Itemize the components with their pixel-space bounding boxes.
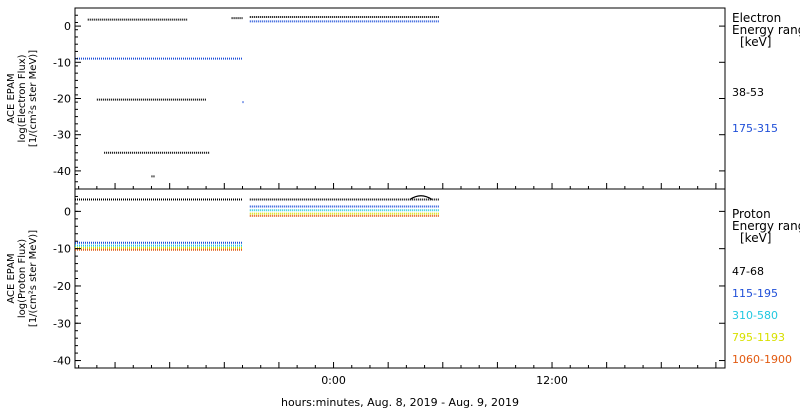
y-tick-label: -40	[53, 165, 71, 178]
y-axis-label: [1/(cm²s ster MeV)]	[28, 230, 39, 327]
y-tick-label: -20	[53, 93, 71, 106]
x-tick-label: 12:00	[536, 374, 568, 387]
y-tick-label: -30	[53, 317, 71, 330]
y-axis-label: ACE EPAM	[6, 73, 17, 123]
y-tick-label: 0	[64, 20, 71, 33]
legend-item-47-68: 47-68	[732, 265, 764, 278]
legend-item-38-53: 38-53	[732, 86, 764, 99]
y-tick-label: -10	[53, 56, 71, 69]
y-axis-label: log(Electron Flux)	[17, 54, 28, 142]
y-tick-label: -40	[53, 355, 71, 368]
panel-frames	[74, 7, 726, 369]
legend-item-795-1193: 795-1193	[732, 331, 785, 344]
legend-title: Energy range	[732, 23, 800, 37]
y-tick-label: -20	[53, 280, 71, 293]
y-tick-label: -30	[53, 129, 71, 142]
legend-title: Proton	[732, 207, 771, 221]
data-marks	[75, 16, 440, 251]
y-tick-label: -10	[53, 243, 71, 256]
legend-title: [keV]	[740, 231, 771, 245]
legend-item-175-315: 175-315	[732, 122, 778, 135]
y-tick-label: 0	[64, 205, 71, 218]
legend-title: Energy range	[732, 219, 800, 233]
y-axis-label: log(Proton Flux)	[17, 239, 28, 318]
panel-frame-electron	[74, 7, 726, 190]
legend-item-1060-1900: 1060-1900	[732, 353, 792, 366]
series-mark-47-68-spike	[409, 195, 433, 200]
x-tick-label: 0:00	[321, 374, 346, 387]
y-axis-label: ACE EPAM	[6, 253, 17, 303]
legend-title: Electron	[732, 11, 781, 25]
legend-item-115-195: 115-195	[732, 287, 778, 300]
legend-title: [keV]	[740, 35, 771, 49]
legend-item-310-580: 310-580	[732, 309, 778, 322]
x-axis-label: hours:minutes, Aug. 8, 2019 - Aug. 9, 20…	[281, 396, 519, 409]
y-axis-label: [1/(cm²s ster MeV)]	[28, 50, 39, 147]
